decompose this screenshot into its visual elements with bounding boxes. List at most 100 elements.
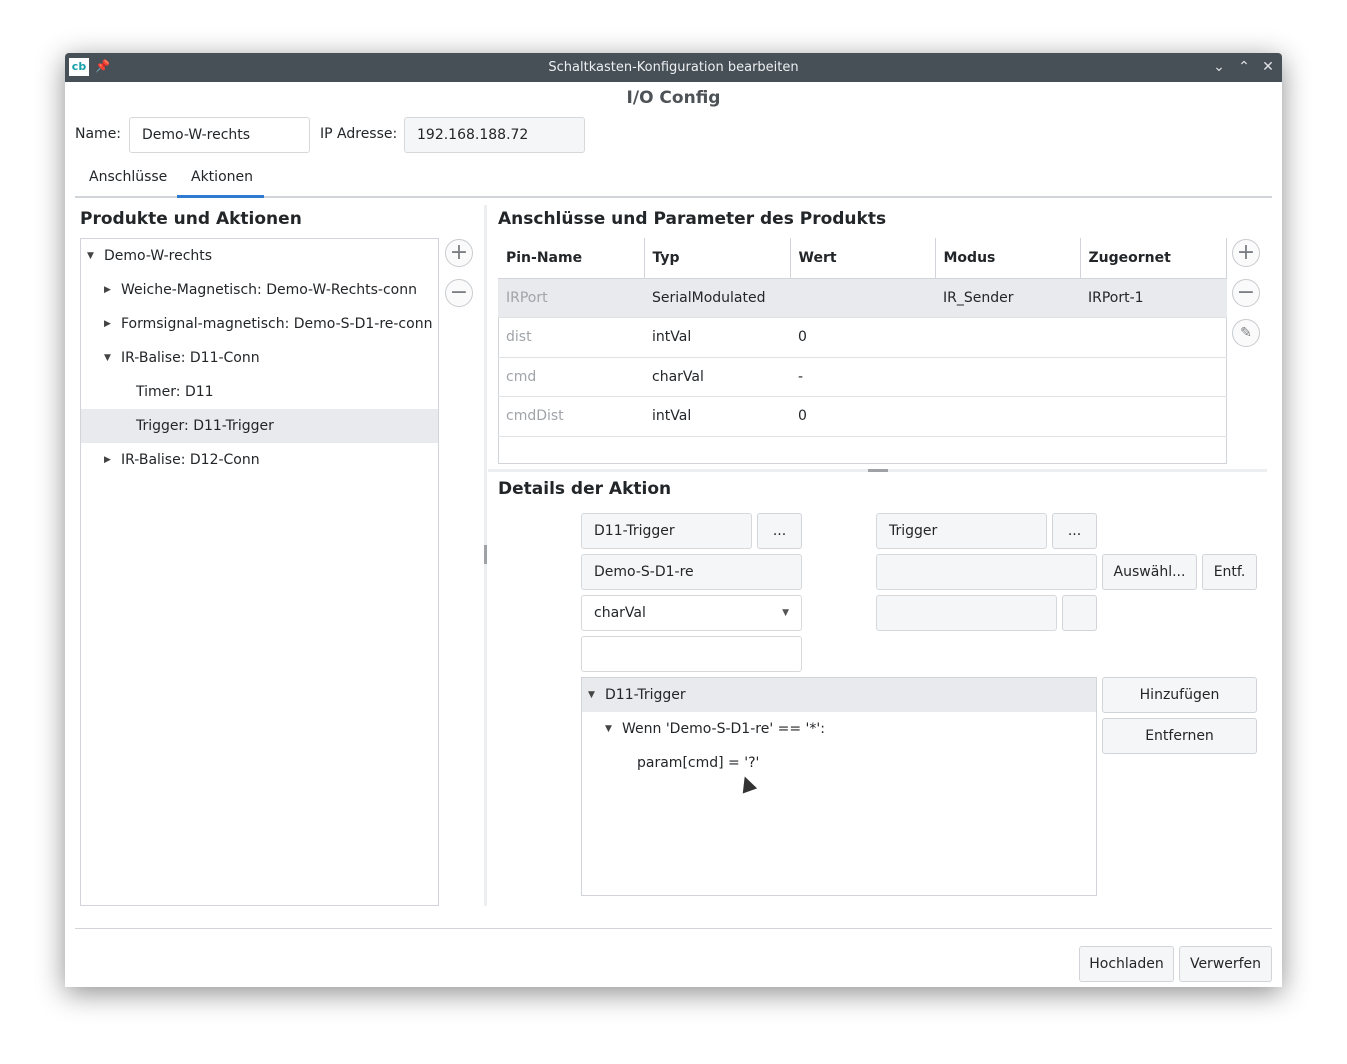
details-title: Details der Aktion	[498, 479, 672, 499]
rule-condition[interactable]: ▼ Wenn 'Demo-S-D1-re' == '*':	[582, 712, 1096, 746]
cell: 0	[790, 396, 935, 437]
param-button[interactable]	[1062, 595, 1097, 631]
remove-param-button[interactable]: −	[1232, 279, 1260, 307]
col-wert[interactable]: Wert	[790, 238, 936, 279]
action-type-browse-button[interactable]: ...	[1052, 513, 1097, 549]
ip-label: IP Adresse:	[320, 126, 398, 142]
value-type-value: charVal	[594, 605, 646, 621]
pin-icon[interactable]: 📌	[95, 59, 110, 73]
value-input[interactable]	[581, 636, 802, 672]
expanded-icon[interactable]: ▼	[87, 251, 94, 261]
footer-divider	[75, 928, 1272, 929]
action-name-browse-button[interactable]: ...	[757, 513, 802, 549]
minus-icon: −	[1236, 280, 1256, 305]
param-input[interactable]	[876, 595, 1057, 631]
source-input[interactable]: Demo-S-D1-re	[581, 554, 802, 590]
tree-item[interactable]: ▼ IR-Balise: D11-Conn	[81, 341, 438, 375]
expanded-icon[interactable]: ▼	[605, 724, 612, 734]
cell: dist	[498, 317, 644, 358]
table-row[interactable]: cmdDist intVal 0	[498, 396, 1227, 437]
rule-tree[interactable]: ▼ D11-Trigger ▼ Wenn 'Demo-S-D1-re' == '*'…	[581, 677, 1097, 896]
cell: IRPort	[498, 278, 644, 318]
remove-product-button[interactable]: −	[445, 279, 473, 307]
upload-button[interactable]: Hochladen	[1079, 946, 1174, 982]
splitter-handle[interactable]	[484, 545, 487, 564]
col-modus[interactable]: Modus	[935, 238, 1081, 279]
window-title: Schaltkasten-Konfiguration bearbeiten	[548, 60, 799, 75]
maximize-icon[interactable]: ⌃	[1238, 59, 1250, 75]
tree-item-selected[interactable]: Trigger: D11-Trigger	[81, 409, 438, 443]
table-row[interactable]: cmd charVal -	[498, 357, 1227, 397]
products-title: Produkte und Aktionen	[80, 209, 302, 229]
cell: IRPort-1	[1080, 278, 1227, 318]
close-icon[interactable]: ✕	[1262, 59, 1274, 75]
cell: intVal	[644, 317, 790, 358]
cell	[790, 278, 935, 318]
expanded-icon[interactable]: ▼	[588, 690, 595, 700]
cell	[935, 357, 1080, 397]
cell	[935, 317, 1080, 358]
cell: -	[790, 357, 935, 397]
tree-item-label: Wenn 'Demo-S-D1-re' == '*':	[622, 721, 825, 737]
tab-bar-line	[75, 196, 1272, 198]
target-input[interactable]	[876, 554, 1097, 590]
discard-button[interactable]: Verwerfen	[1179, 946, 1272, 982]
table-row[interactable]: dist intVal 0	[498, 317, 1227, 358]
table-row[interactable]: IRPort SerialModulated IR_Sender IRPort-1	[498, 278, 1227, 318]
tree-item[interactable]: Timer: D11	[81, 375, 438, 409]
cell: charVal	[644, 357, 790, 397]
tree-item[interactable]: ▼ Demo-W-rechts	[81, 239, 438, 273]
tree-item-label: Trigger: D11-Trigger	[136, 418, 274, 434]
tree-item-label: IR-Balise: D12-Conn	[121, 452, 260, 468]
col-zugeornet[interactable]: Zugeornet	[1080, 238, 1227, 279]
minus-icon: −	[449, 280, 469, 305]
add-rule-button[interactable]: Hinzufügen	[1102, 677, 1257, 713]
cell: 0	[790, 317, 935, 358]
cell	[1080, 317, 1227, 358]
select-button[interactable]: Auswähl...	[1102, 554, 1197, 590]
tree-item-label: Demo-W-rechts	[104, 248, 213, 264]
remove-target-button[interactable]: Entf.	[1202, 554, 1257, 590]
cell: cmd	[498, 357, 644, 397]
active-tab-indicator	[177, 195, 264, 198]
page-title: I/O Config	[626, 88, 721, 108]
splitter-handle[interactable]	[868, 469, 888, 472]
plus-icon: +	[449, 240, 469, 265]
cell	[1080, 357, 1227, 397]
collapsed-icon[interactable]: ▶	[104, 455, 111, 465]
tree-item-label: IR-Balise: D11-Conn	[121, 350, 260, 366]
rule-action[interactable]: param[cmd] = '?'	[582, 746, 1096, 780]
collapsed-icon[interactable]: ▶	[104, 285, 111, 295]
cell: SerialModulated	[644, 278, 790, 318]
rule-tree-root[interactable]: ▼ D11-Trigger	[582, 678, 1096, 712]
minimize-icon[interactable]: ⌄	[1213, 59, 1225, 75]
app-logo: cb	[69, 58, 89, 76]
action-name-input[interactable]: D11-Trigger	[581, 513, 752, 549]
ip-input[interactable]: 192.168.188.72	[404, 117, 585, 153]
tree-item-label: Weiche-Magnetisch: Demo-W-Rechts-conn	[121, 282, 417, 298]
title-bar[interactable]: cb 📌 Schaltkasten-Konfiguration bearbeit…	[65, 53, 1282, 82]
tree-item[interactable]: ▶ Weiche-Magnetisch: Demo-W-Rechts-conn	[81, 273, 438, 307]
cell: cmdDist	[498, 396, 644, 437]
value-type-select[interactable]: charVal ▼	[581, 595, 802, 631]
edit-param-button[interactable]: ✎	[1232, 319, 1260, 347]
expanded-icon[interactable]: ▼	[104, 353, 111, 363]
tree-item-label: Formsignal-magnetisch: Demo-S-D1-re-conn	[121, 316, 433, 332]
col-pin-name[interactable]: Pin-Name	[498, 238, 645, 279]
name-input[interactable]: Demo-W-rechts	[129, 117, 310, 153]
remove-rule-button[interactable]: Entfernen	[1102, 718, 1257, 754]
products-tree[interactable]: ▼ Demo-W-rechts ▶ Weiche-Magnetisch: Demo-…	[80, 238, 439, 906]
name-label: Name:	[75, 126, 122, 142]
cell	[935, 396, 1080, 437]
col-typ[interactable]: Typ	[644, 238, 791, 279]
tree-item[interactable]: ▶ IR-Balise: D12-Conn	[81, 443, 438, 477]
action-type-input[interactable]: Trigger	[876, 513, 1047, 549]
collapsed-icon[interactable]: ▶	[104, 319, 111, 329]
tab-aktionen[interactable]: Aktionen	[191, 169, 253, 185]
add-param-button[interactable]: +	[1232, 239, 1260, 267]
add-product-button[interactable]: +	[445, 239, 473, 267]
tab-anschluesse[interactable]: Anschlüsse	[89, 169, 168, 185]
plus-icon: +	[1236, 240, 1256, 265]
tree-item-label: D11-Trigger	[605, 687, 686, 703]
tree-item[interactable]: ▶ Formsignal-magnetisch: Demo-S-D1-re-con…	[81, 307, 438, 341]
